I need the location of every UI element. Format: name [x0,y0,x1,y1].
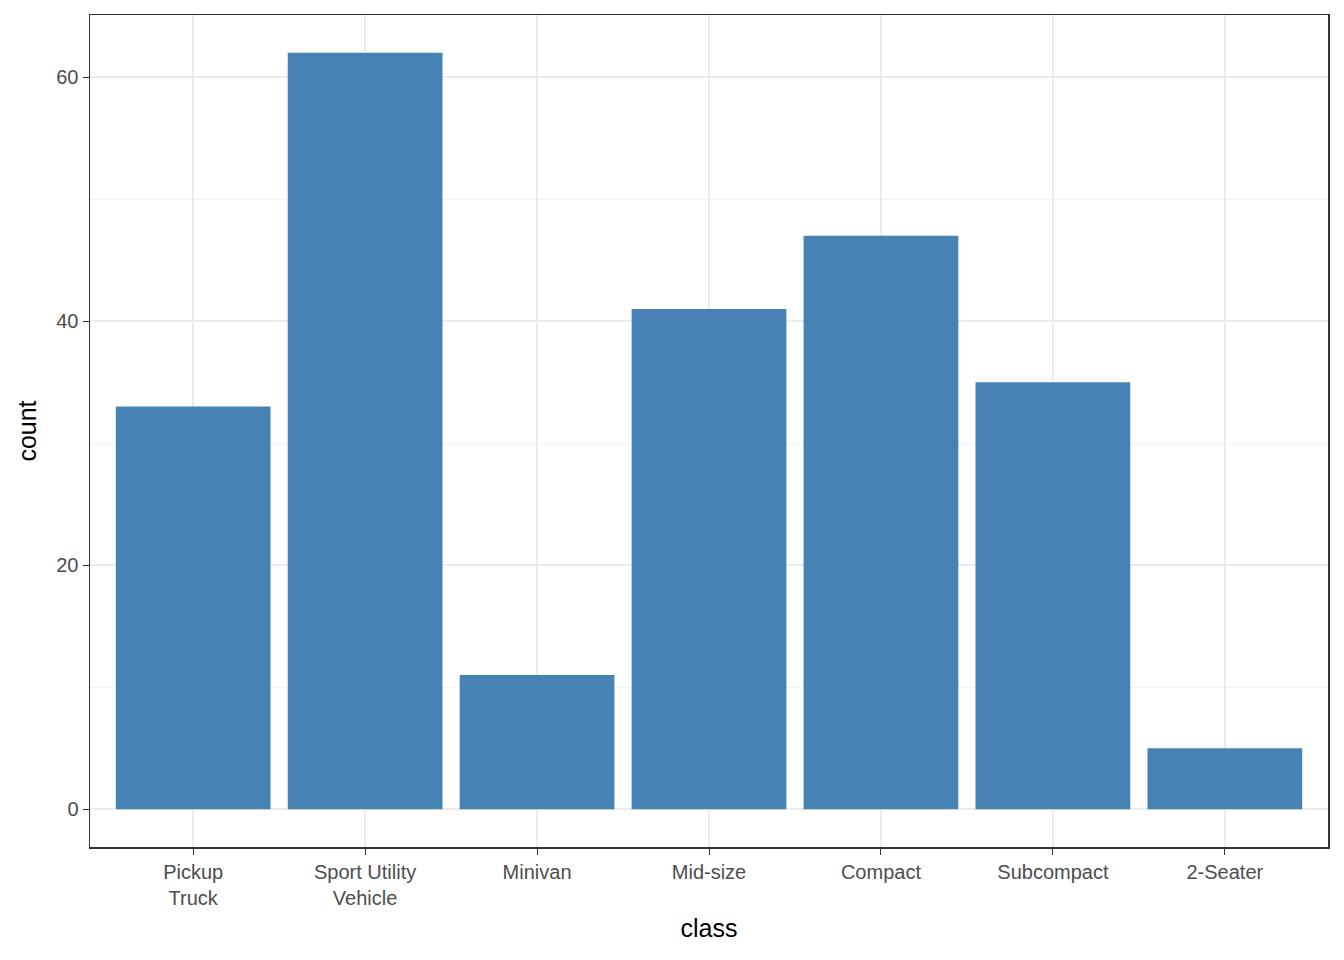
svg-text:Mid-size: Mid-size [672,861,746,883]
svg-text:Subcompact: Subcompact [997,861,1109,883]
svg-text:PickupTruck: PickupTruck [163,861,223,909]
svg-text:class: class [681,914,738,942]
svg-text:2-Seater: 2-Seater [1186,861,1263,883]
svg-text:Minivan: Minivan [503,861,572,883]
svg-text:0: 0 [67,798,78,820]
svg-text:60: 60 [56,66,78,88]
svg-text:Sport UtilityVehicle: Sport UtilityVehicle [314,861,416,909]
svg-text:count: count [13,400,41,461]
svg-text:Compact: Compact [841,861,921,883]
svg-text:20: 20 [56,554,78,576]
svg-text:40: 40 [56,310,78,332]
